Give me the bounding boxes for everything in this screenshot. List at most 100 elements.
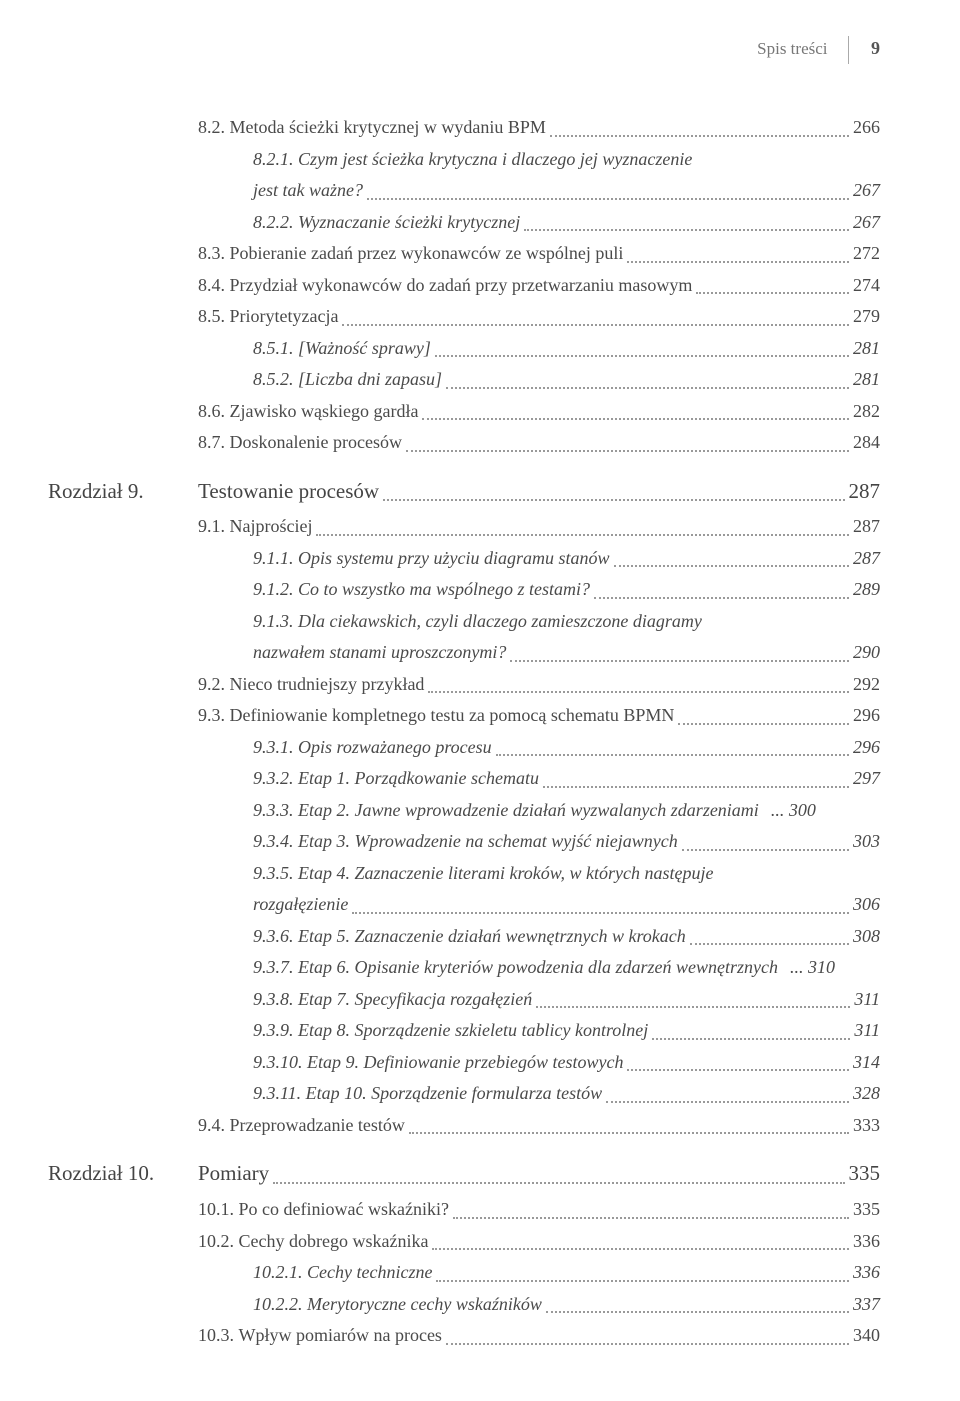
entry-title: Definiowanie kompletnego testu za pomocą… — [230, 700, 675, 732]
entry-title: Wyznaczanie ścieżki krytycznej — [298, 207, 520, 239]
entry-continuation-text: jest tak ważne? — [253, 175, 363, 207]
leader-dots — [652, 1038, 850, 1040]
toc-entry: 8.6. Zjawisko wąskiego gardła 282 — [48, 396, 880, 428]
entry-number: 9.3.1. — [253, 732, 298, 764]
toc-entry-continuation: nazwałem stanami uproszczonymi? 290 — [48, 637, 880, 669]
entry-number: 9.2. — [198, 669, 230, 701]
entry-number: 9.3.11. — [253, 1078, 306, 1110]
entry-title: Przeprowadzanie testów — [230, 1110, 405, 1142]
toc-entry-continuation: rozgałęzienie 306 — [48, 889, 880, 921]
entry-number: 9.3. — [198, 700, 230, 732]
leader-dots — [627, 261, 849, 263]
leader-dots — [432, 1248, 849, 1250]
leader-dots — [594, 597, 849, 599]
page-number: 267 — [853, 207, 880, 239]
entry-title: Etap 3. Wprowadzenie na schemat wyjść ni… — [298, 826, 678, 858]
leader-dots — [273, 1182, 844, 1184]
leader-dots — [696, 292, 849, 294]
entry-title: Zjawisko wąskiego gardła — [230, 396, 419, 428]
entry-title: Etap 6. Opisanie kryteriów powodzenia dl… — [298, 952, 778, 984]
page-number: 272 — [853, 238, 880, 270]
entry-title: Pobieranie zadań przez wykonawców ze wsp… — [230, 238, 624, 270]
entry-number: 9.3.7. — [253, 952, 298, 984]
leader-dots — [682, 849, 849, 851]
leader-dots — [446, 387, 849, 389]
entry-title: Etap 4. Zaznaczenie literami kroków, w k… — [298, 858, 713, 890]
entry-title: Czym jest ścieżka krytyczna i dlaczego j… — [298, 144, 692, 176]
page-number: 287 — [853, 511, 880, 543]
entry-title: Cechy techniczne — [307, 1257, 432, 1289]
leader-dots — [422, 418, 849, 420]
entry-number: 10.2.1. — [253, 1257, 307, 1289]
entry-number: 8.4. — [198, 270, 230, 302]
page-number: 333 — [853, 1110, 880, 1142]
entry-title: Etap 7. Specyfikacja rozgałęzień — [298, 984, 532, 1016]
entry-title: Wpływ pomiarów na proces — [239, 1320, 442, 1352]
header-label: Spis treści — [757, 39, 827, 59]
leader-dots — [782, 976, 786, 977]
page-number: 266 — [853, 112, 880, 144]
toc-chapter-row: Rozdział 10. Pomiary 335 — [48, 1155, 880, 1192]
leader-dots — [496, 754, 849, 756]
chapter-prefix: Rozdział 10. — [48, 1155, 198, 1192]
toc-entry: 9.3.9. Etap 8. Sporządzenie szkieletu ta… — [48, 1015, 880, 1047]
toc-entry: 9.3.7. Etap 6. Opisanie kryteriów powodz… — [48, 952, 880, 984]
entry-number: 8.2.2. — [253, 207, 298, 239]
entry-continuation-text: rozgałęzienie — [253, 889, 348, 921]
page-number: ... 310 — [790, 952, 835, 984]
page-number: 287 — [853, 543, 880, 575]
toc-entry: 9.1.2. Co to wszystko ma wspólnego z tes… — [48, 574, 880, 606]
leader-dots — [678, 723, 849, 725]
entry-number: 8.5.2. — [253, 364, 298, 396]
page-number: 274 — [853, 270, 880, 302]
toc-entry: 9.4. Przeprowadzanie testów 333 — [48, 1110, 880, 1142]
leader-dots — [316, 534, 849, 536]
entry-number: 10.2. — [198, 1226, 239, 1258]
toc-entry: 9.3.3. Etap 2. Jawne wprowadzenie działa… — [48, 795, 880, 827]
chapter-title: Testowanie procesów — [198, 473, 379, 510]
toc-entry: 9.3. Definiowanie kompletnego testu za p… — [48, 700, 880, 732]
entry-number: 10.2.2. — [253, 1289, 307, 1321]
entry-title: Najprościej — [230, 511, 313, 543]
page-number: 297 — [853, 763, 880, 795]
entry-title: [Liczba dni zapasu] — [298, 364, 442, 396]
toc-entry: 9.1.1. Opis systemu przy użyciu diagramu… — [48, 543, 880, 575]
entry-number: 8.7. — [198, 427, 230, 459]
entry-number: 8.5.1. — [253, 333, 298, 365]
entry-number: 9.3.6. — [253, 921, 298, 953]
toc-entry: 10.2.2. Merytoryczne cechy wskaźników 33… — [48, 1289, 880, 1321]
toc-entry: 9.3.6. Etap 5. Zaznaczenie działań wewnę… — [48, 921, 880, 953]
toc-page: Spis treści 9 8.2. Metoda ścieżki krytyc… — [0, 0, 960, 1392]
page-number: 287 — [849, 473, 881, 510]
leader-dots — [614, 565, 850, 567]
page-number: 279 — [853, 301, 880, 333]
page-number: 340 — [853, 1320, 880, 1352]
toc-entry: 8.4. Przydział wykonawców do zadań przy … — [48, 270, 880, 302]
toc-chapter-row: Rozdział 9. Testowanie procesów 287 — [48, 473, 880, 510]
page-number: 336 — [853, 1226, 880, 1258]
page-number: 296 — [853, 732, 880, 764]
leader-dots — [690, 943, 849, 945]
entry-title: Metoda ścieżki krytycznej w wydaniu BPM — [230, 112, 546, 144]
leader-dots — [510, 660, 849, 662]
toc-entry: 8.5.2. [Liczba dni zapasu] 281 — [48, 364, 880, 396]
page-number: 303 — [853, 826, 880, 858]
entry-number: 9.3.5. — [253, 858, 298, 890]
chapter-title: Pomiary — [198, 1155, 269, 1192]
leader-dots — [763, 818, 767, 819]
page-number: 289 — [853, 574, 880, 606]
leader-dots — [367, 198, 849, 200]
toc-entry: 9.3.5. Etap 4. Zaznaczenie literami krok… — [48, 858, 880, 890]
toc-entry: 9.3.4. Etap 3. Wprowadzenie na schemat w… — [48, 826, 880, 858]
page-number: 336 — [853, 1257, 880, 1289]
entry-title: [Ważność sprawy] — [298, 333, 431, 365]
leader-dots — [383, 499, 844, 501]
entry-title: Przydział wykonawców do zadań przy przet… — [230, 270, 693, 302]
entry-number: 8.3. — [198, 238, 230, 270]
page-number: 335 — [853, 1194, 880, 1226]
entry-title: Etap 1. Porządkowanie schematu — [298, 763, 539, 795]
entry-title: Etap 8. Sporządzenie szkieletu tablicy k… — [298, 1015, 648, 1047]
entry-title: Merytoryczne cechy wskaźników — [307, 1289, 542, 1321]
leader-dots — [546, 1311, 849, 1313]
leader-dots — [536, 1006, 850, 1008]
